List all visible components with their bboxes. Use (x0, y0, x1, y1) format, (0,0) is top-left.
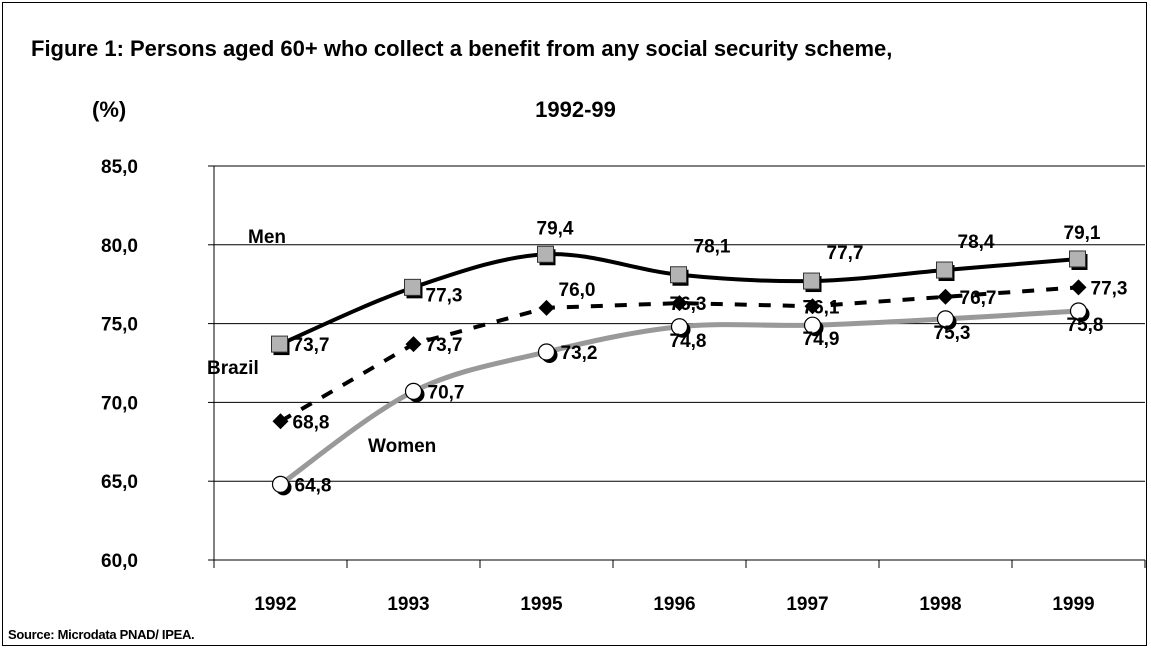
series-label-women: Women (368, 436, 436, 457)
x-tick-label: 1992 (254, 594, 296, 615)
point-men-1992 (271, 335, 288, 353)
point-brazil-1996 (671, 295, 688, 312)
point-brazil-1997 (804, 298, 821, 315)
point-women-1998 (936, 310, 955, 328)
data-label-brazil: 76,3 (670, 294, 707, 315)
x-tick-label: 1999 (1052, 594, 1094, 615)
source-note: Source: Microdata PNAD/ IPEA. (8, 627, 195, 642)
point-brazil-1993 (405, 336, 422, 353)
y-tick-label: 70,0 (101, 393, 138, 414)
y-tick-label: 75,0 (101, 315, 138, 336)
chart-title: Figure 1: Persons aged 60+ who collect a… (31, 36, 893, 61)
data-label-women: 74,8 (670, 331, 707, 352)
data-label-brazil: 68,8 (293, 412, 330, 433)
point-women-1993 (404, 382, 423, 400)
data-label-brazil: 76,1 (803, 297, 840, 318)
data-label-men: 73,7 (293, 335, 330, 356)
data-label-men: 78,1 (694, 237, 731, 258)
point-men-1997 (803, 272, 820, 290)
point-brazil-1999 (1070, 279, 1087, 296)
data-label-women: 73,2 (561, 343, 598, 364)
series-label-men: Men (248, 227, 286, 248)
data-label-women: 74,9 (803, 329, 840, 350)
data-label-brazil: 73,7 (426, 335, 463, 356)
data-label-brazil: 76,7 (960, 288, 997, 309)
y-tick-label: 85,0 (101, 157, 138, 178)
point-women-1995 (537, 343, 556, 361)
point-women-1996 (670, 318, 689, 336)
x-tick-label: 1998 (919, 594, 961, 615)
x-tick-label: 1996 (653, 594, 695, 615)
data-label-brazil: 76,0 (559, 280, 596, 301)
x-tick-label: 1995 (520, 594, 563, 615)
point-men-1993 (404, 278, 421, 296)
series-label-brazil: Brazil (207, 358, 259, 379)
data-label-women: 64,8 (295, 475, 332, 496)
x-tick-label: 1993 (387, 594, 429, 615)
y-tick-label: 60,0 (101, 551, 138, 572)
point-women-1999 (1069, 302, 1088, 320)
data-label-men: 79,1 (1064, 223, 1101, 244)
point-men-1996 (670, 266, 687, 284)
data-label-women: 75,8 (1067, 315, 1104, 336)
data-label-men: 77,7 (827, 243, 864, 264)
data-label-men: 79,4 (537, 218, 574, 239)
point-brazil-1995 (538, 299, 555, 316)
chart-subtitle: 1992-99 (535, 97, 616, 122)
x-tick-label: 1997 (786, 594, 828, 615)
y-axis-label: (%) (92, 97, 127, 122)
point-men-1998 (936, 261, 953, 279)
data-label-men: 78,4 (958, 232, 995, 253)
data-label-women: 70,7 (428, 382, 465, 403)
y-tick-label: 80,0 (101, 236, 138, 257)
point-brazil-1998 (937, 288, 954, 305)
point-women-1997 (803, 316, 822, 334)
data-label-women: 75,3 (934, 323, 971, 344)
point-women-1992 (271, 475, 290, 493)
data-label-brazil: 77,3 (1091, 278, 1128, 299)
y-tick-label: 65,0 (101, 472, 138, 493)
data-label-men: 77,3 (426, 285, 463, 306)
point-brazil-1992 (272, 413, 289, 430)
point-men-1999 (1069, 250, 1086, 268)
point-men-1995 (537, 245, 554, 263)
